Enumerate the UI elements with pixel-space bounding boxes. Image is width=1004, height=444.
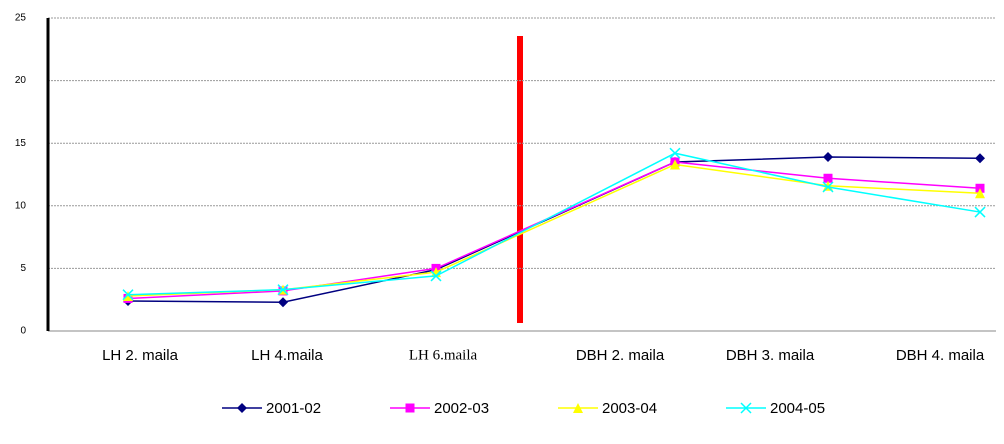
series-line (127, 161, 981, 300)
series (122, 147, 986, 301)
marker (823, 180, 833, 191)
y-tick-label: 0 (20, 326, 26, 337)
marker (277, 284, 289, 296)
marker (975, 183, 985, 193)
series-line (127, 163, 981, 297)
y-tick-label: 5 (20, 263, 26, 274)
marker (430, 270, 442, 282)
y-tick-label: 20 (15, 75, 27, 86)
series-line (127, 152, 981, 296)
marker (740, 402, 752, 414)
marker (670, 159, 680, 170)
marker (975, 153, 985, 164)
marker (123, 290, 133, 301)
x-tick-label: LH 6.maila (409, 347, 478, 363)
marker (122, 289, 134, 301)
series (123, 157, 985, 303)
marker (669, 147, 681, 159)
marker (405, 403, 415, 413)
marker (823, 151, 833, 162)
series-line (127, 156, 981, 303)
x-tick-label: DBH 4. maila (896, 347, 985, 364)
legend-label: 2001-02 (266, 400, 321, 417)
marker (278, 297, 288, 308)
marker (822, 181, 834, 193)
marker (237, 403, 247, 413)
legend-label: 2004-05 (770, 400, 825, 417)
x-tick-label: LH 2. maila (102, 347, 179, 364)
x-tick-label: DBH 3. maila (726, 347, 815, 364)
legend-label: 2002-03 (434, 400, 489, 417)
y-tick-label: 10 (15, 200, 27, 211)
legend-label: 2003-04 (602, 400, 657, 417)
x-tick-label: DBH 2. maila (576, 347, 665, 364)
marker (573, 403, 583, 413)
y-tick-label: 15 (15, 138, 27, 149)
series (123, 151, 985, 308)
marker (974, 206, 986, 218)
y-tick-label: 25 (15, 13, 27, 24)
marker (823, 173, 833, 183)
marker (975, 188, 985, 199)
x-tick-label: LH 4.maila (251, 347, 323, 364)
